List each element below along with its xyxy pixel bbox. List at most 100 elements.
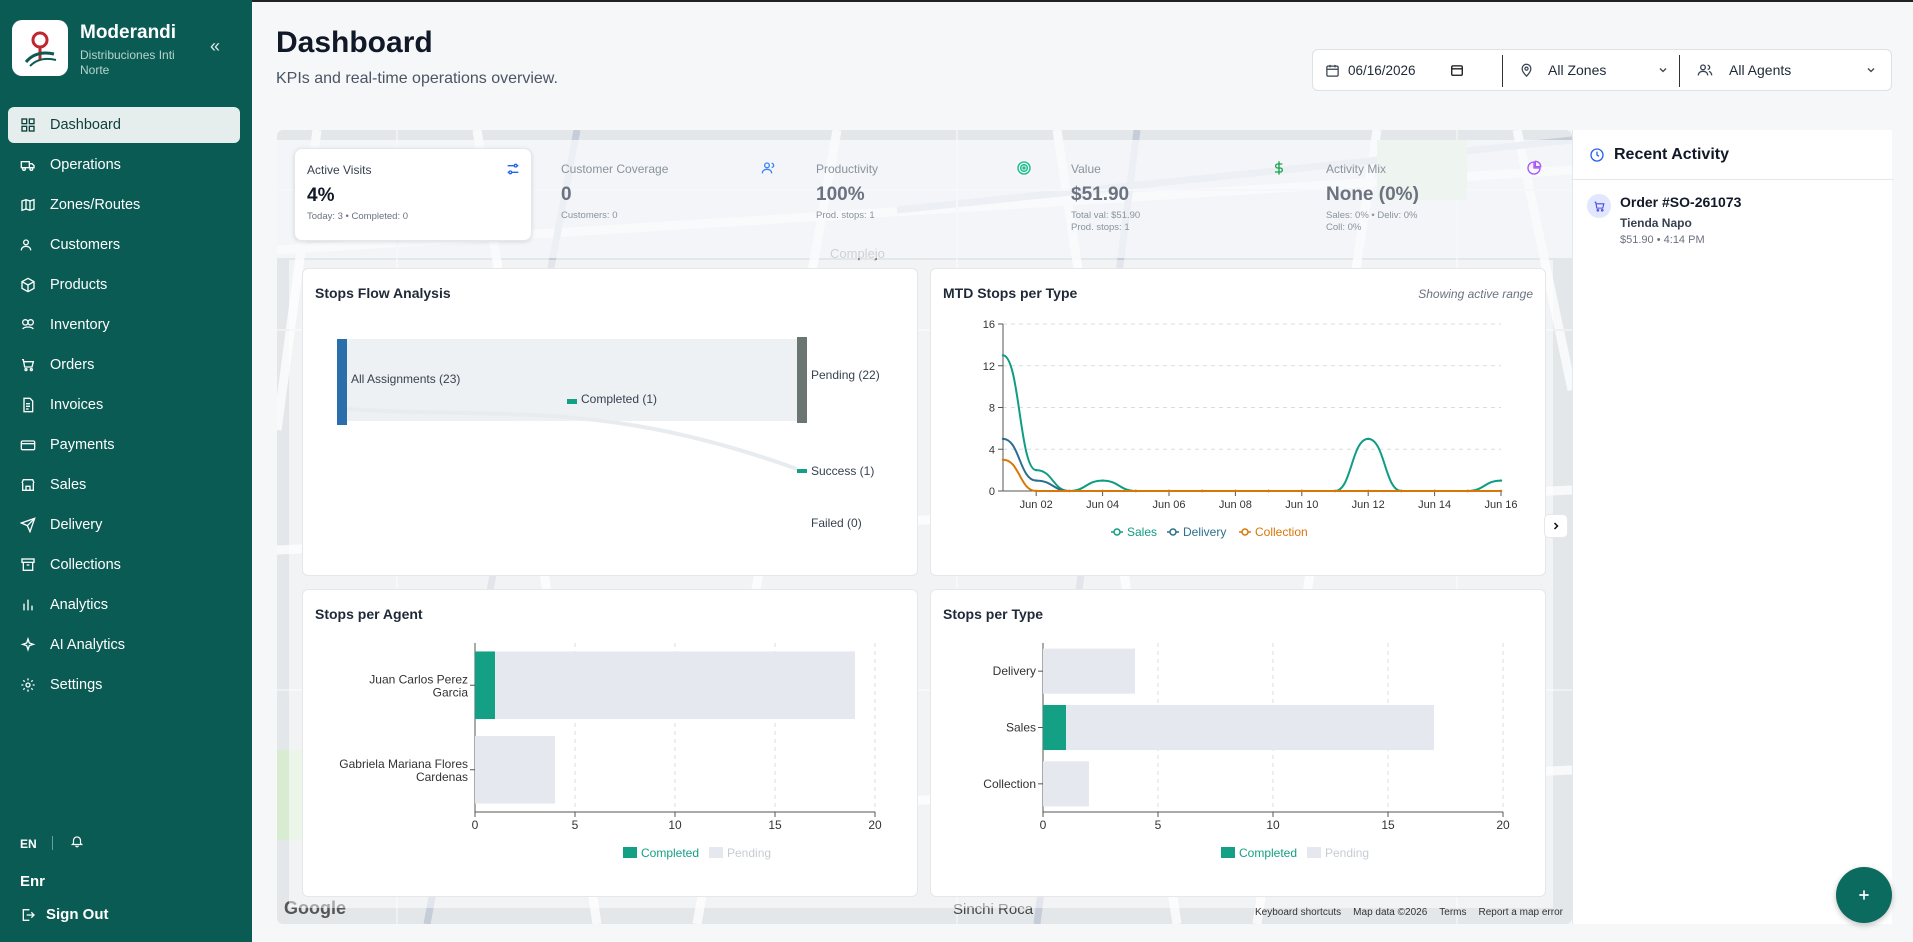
- legend-label: Completed: [641, 846, 699, 860]
- data-point-collection: [1134, 489, 1137, 493]
- kpi-card-value[interactable]: Value $51.90 Total val: $51.90 Prod. stop…: [1059, 148, 1297, 241]
- report-map-error-link[interactable]: Report a map error: [1478, 907, 1563, 918]
- sparkles-icon: [20, 637, 36, 653]
- sankey-node-pending: [797, 337, 807, 423]
- sign-out-label: Sign Out: [46, 906, 109, 923]
- sidebar-item-label: Collections: [50, 557, 121, 573]
- sankey-chart: All Assignments (23) Completed (1) Pendi…: [337, 337, 880, 530]
- sidebar-item-settings[interactable]: Settings: [8, 667, 240, 703]
- kpi-label: Active Visits: [307, 163, 372, 177]
- date-value: 06/16/2026: [1348, 62, 1416, 78]
- y-tick-label: 4: [989, 444, 995, 456]
- language-toggle[interactable]: EN: [20, 837, 37, 851]
- series-line-collection: [1002, 458, 1501, 492]
- wallet-icon: [20, 437, 36, 453]
- sidebar-item-label: Dashboard: [50, 117, 121, 133]
- legend-label: Sales: [1127, 525, 1157, 539]
- legend-marker-dot: [1169, 528, 1177, 536]
- sidebar-item-label: Operations: [50, 157, 121, 173]
- y-tick-label: 0: [989, 486, 995, 498]
- x-tick-label: 0: [472, 818, 479, 832]
- users-icon: [20, 237, 36, 253]
- activity-item-amount: $51.90: [1620, 234, 1654, 246]
- y-tick-label: Collection: [983, 777, 1036, 791]
- date-picker-icon[interactable]: [1450, 63, 1464, 77]
- data-point-collection: [1433, 489, 1436, 493]
- data-point-sales: [1001, 354, 1005, 357]
- page-subtitle: KPIs and real-time operations overview.: [276, 70, 558, 87]
- x-tick-label: 15: [768, 818, 782, 832]
- sidebar-item-inventory[interactable]: Inventory: [8, 307, 240, 343]
- bar-pending: [495, 651, 855, 720]
- sign-out-button[interactable]: Sign Out: [20, 906, 109, 923]
- add-button[interactable]: [1836, 867, 1892, 923]
- next-button[interactable]: [1544, 514, 1568, 538]
- sidebar-item-label: Customers: [50, 237, 121, 253]
- x-tick-label: Jun 02: [1020, 499, 1053, 511]
- sidebar-item-label: Sales: [50, 477, 87, 493]
- kpi-subtext: Sales: 0% • Deliv: 0% Coll: 0%: [1326, 210, 1418, 233]
- sidebar-item-payments[interactable]: Payments: [8, 427, 240, 463]
- users-icon: [1697, 62, 1713, 78]
- line-chart: 0 4 8 12 16 Jun 02 Jun 04 Jun 06 Jun 08 Jun 10 Jun…: [983, 319, 1518, 539]
- kpi-card-customer-coverage[interactable]: Customer Coverage 0 Customers: 0: [549, 148, 787, 241]
- sidebar-item-analytics[interactable]: Analytics: [8, 587, 240, 623]
- kpi-card-productivity[interactable]: Productivity 100% Prod. stops: 1: [804, 148, 1042, 241]
- sidebar-item-orders[interactable]: Orders: [8, 347, 240, 383]
- sidebar-item-operations[interactable]: Operations: [8, 147, 240, 183]
- sidebar-item-delivery[interactable]: Delivery: [8, 507, 240, 543]
- sidebar-item-zones-routes[interactable]: Zones/Routes: [8, 187, 240, 223]
- x-tick-label: Jun 08: [1219, 499, 1252, 511]
- keyboard-shortcuts-link[interactable]: Keyboard shortcuts: [1255, 907, 1342, 918]
- legend-swatch: [1307, 847, 1321, 858]
- kpi-label: Productivity: [816, 162, 879, 176]
- sankey-link-pending: [347, 339, 797, 421]
- legend-label: Pending: [727, 846, 771, 860]
- data-point-collection: [1300, 489, 1303, 493]
- sidebar-item-collections[interactable]: Collections: [8, 547, 240, 583]
- map-icon: [20, 197, 36, 213]
- sidebar-item-label: Zones/Routes: [50, 197, 141, 213]
- stops-per-type-panel: Stops per Type 0 5 10 15 20 Delivery Sales Coll…: [930, 589, 1546, 897]
- sidebar-item-dashboard[interactable]: Dashboard: [8, 107, 240, 143]
- y-tick-label: Delivery: [993, 664, 1036, 678]
- panel-title: Stops per Type: [943, 606, 1044, 622]
- sidebar-item-sales[interactable]: Sales: [8, 467, 240, 503]
- sidebar-item-label: AI Analytics: [50, 637, 125, 653]
- agent-filter[interactable]: All Agents: [1697, 50, 1877, 90]
- data-point-collection: [1035, 489, 1038, 493]
- x-tick-label: Jun 12: [1352, 499, 1385, 511]
- sidebar-item-products[interactable]: Products: [8, 267, 240, 303]
- legend-swatch: [623, 847, 637, 858]
- x-tick-label: 20: [868, 818, 882, 832]
- terms-link[interactable]: Terms: [1439, 907, 1467, 918]
- date-filter[interactable]: 06/16/2026: [1325, 50, 1505, 90]
- y-tick-label: Juan Carlos Perez: [369, 672, 468, 686]
- kpi-card-active-visits[interactable]: Active Visits 4% Today: 3 • Completed: 0: [294, 148, 532, 241]
- collapse-sidebar-button[interactable]: «: [210, 36, 221, 56]
- data-point-collection: [1001, 458, 1005, 461]
- clock-icon: [1589, 147, 1605, 168]
- mtd-stops-panel: MTD Stops per Type Showing active range …: [930, 268, 1546, 576]
- cart-icon: [20, 357, 36, 373]
- kpi-card-activity-mix[interactable]: Activity Mix None (0%) Sales: 0% • Deliv…: [1314, 148, 1552, 241]
- sidebar-item-customers[interactable]: Customers: [8, 227, 240, 263]
- sidebar-item-ai-analytics[interactable]: AI Analytics: [8, 627, 240, 663]
- boxes-icon: [20, 317, 36, 333]
- divider: [1679, 55, 1680, 87]
- data-point-collection: [1101, 489, 1104, 493]
- sidebar-item-label: Settings: [50, 677, 103, 693]
- legend-label: Collection: [1255, 525, 1308, 539]
- series-line-sales: [1002, 354, 1502, 493]
- sankey-node-all: [337, 339, 347, 425]
- user-name: Enr: [20, 873, 46, 890]
- sidebar-item-invoices[interactable]: Invoices: [8, 387, 240, 423]
- kpi-subtext: Today: 3 • Completed: 0: [307, 211, 409, 222]
- zone-filter[interactable]: All Zones: [1519, 50, 1669, 90]
- bell-icon[interactable]: [70, 834, 84, 853]
- data-point-collection: [1234, 489, 1237, 493]
- sankey-label-completed: Completed (1): [581, 392, 657, 406]
- type-bar-chart: 0 5 10 15 20 Delivery Sales Collection Completed…: [983, 643, 1510, 860]
- x-tick-label: Jun 04: [1086, 499, 1119, 511]
- legend-marker-dot: [1241, 528, 1249, 536]
